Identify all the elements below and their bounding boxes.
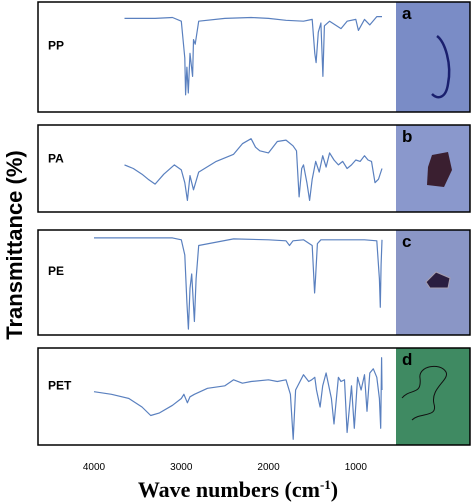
- x-tick-label: 2000: [257, 462, 280, 473]
- spectrum-line-pet: [93, 357, 383, 440]
- fragment-shape: [425, 271, 451, 289]
- spectrum-line-pe: [94, 237, 383, 330]
- fiber-shape: [401, 365, 447, 421]
- x-axis-label-superscript: -1: [320, 477, 331, 492]
- panel-pe: PE c: [37, 229, 471, 336]
- green-fiber-micrograph: [396, 348, 470, 445]
- panel-pp: PP a: [37, 1, 471, 113]
- fragment-shape: [427, 152, 452, 187]
- polymer-label: PET: [48, 379, 72, 393]
- polymer-label: PP: [48, 38, 64, 52]
- spectrum-line-pp: [124, 16, 382, 96]
- panel-letter: c: [402, 232, 411, 251]
- spectra-panels: PP a PA b PE c PET d: [37, 1, 471, 446]
- polymer-label: PA: [48, 151, 64, 165]
- x-axis-label: Wave numbers (cm-1): [138, 477, 338, 502]
- panel-letter: b: [402, 127, 412, 146]
- x-tick-label: 4000: [83, 462, 106, 473]
- panel-letter: a: [402, 4, 412, 23]
- panel-frame: [37, 1, 471, 113]
- x-axis-label-main: Wave numbers (cm: [138, 477, 320, 502]
- x-axis-label-close: ): [331, 477, 338, 502]
- x-tick-label: 3000: [170, 462, 193, 473]
- y-axis-label: Transmittance (%): [2, 150, 27, 340]
- fiber-shape: [431, 35, 451, 99]
- spectrum-line-pa: [124, 138, 383, 201]
- panel-pet: PET d: [37, 347, 471, 446]
- y-axis-label-text: Transmittance (%): [2, 150, 27, 340]
- panel-pa: PA b: [37, 124, 471, 213]
- panel-letter: d: [402, 350, 412, 369]
- panel-frame: [37, 229, 471, 336]
- panel-frame: [37, 124, 471, 213]
- x-axis-ticks: 4000 3000 2000 1000: [83, 462, 368, 473]
- polymer-label: PE: [48, 264, 64, 278]
- x-tick-label: 1000: [345, 462, 368, 473]
- panel-frame: [37, 347, 471, 446]
